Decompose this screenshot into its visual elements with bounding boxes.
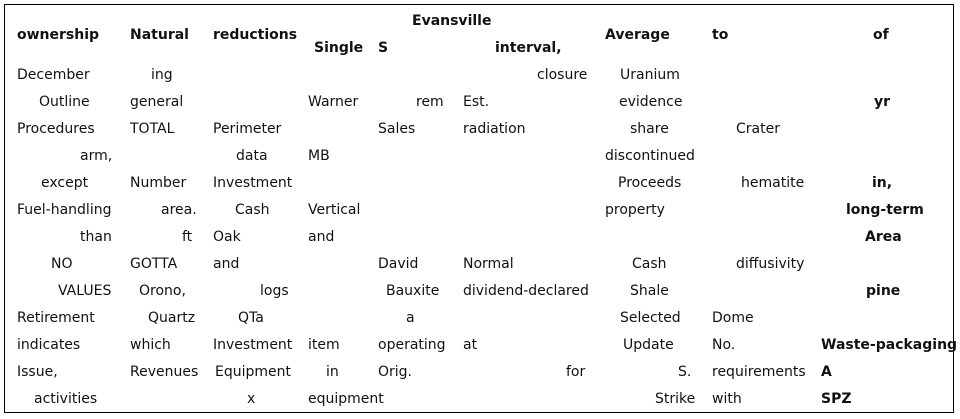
- cell: evidence: [619, 94, 683, 110]
- cell: arm,: [80, 148, 113, 164]
- cell: Selected: [620, 310, 681, 326]
- cell: requirements: [712, 364, 806, 380]
- cell: dividend-declared: [463, 283, 589, 299]
- cell: for: [566, 364, 586, 380]
- cell: radiation: [463, 121, 526, 137]
- header-natural: Natural: [130, 27, 189, 43]
- cell: and: [308, 229, 335, 245]
- cell: Shale: [630, 283, 669, 299]
- cell: No.: [712, 337, 736, 353]
- cell: which: [130, 337, 171, 353]
- cell: David: [378, 256, 419, 272]
- cell: Revenues: [130, 364, 199, 380]
- header-interval: interval,: [495, 40, 562, 56]
- cell: Bauxite: [386, 283, 440, 299]
- cell: QTa: [238, 310, 264, 326]
- cell: a: [406, 310, 415, 326]
- cell: than: [80, 229, 112, 245]
- cell: ft: [182, 229, 193, 245]
- cell: in: [326, 364, 339, 380]
- cell: x: [247, 391, 256, 407]
- cell: Update: [623, 337, 674, 353]
- cell: data: [236, 148, 268, 164]
- cell: Investment: [213, 175, 293, 191]
- cell: item: [308, 337, 340, 353]
- cell: Orig.: [378, 364, 413, 380]
- cell: diffusivity: [736, 256, 805, 272]
- cell: operating: [378, 337, 446, 353]
- cell: SPZ: [821, 391, 852, 407]
- header-average: Average: [605, 27, 670, 43]
- cell: Sales: [378, 121, 416, 137]
- cell: Vertical: [308, 202, 361, 218]
- cell: Orono,: [139, 283, 186, 299]
- cell: general: [130, 94, 184, 110]
- cell: GOTTA: [130, 256, 178, 272]
- cell: rem: [416, 94, 444, 110]
- cell: and: [213, 256, 240, 272]
- header-s: S: [378, 40, 389, 56]
- cell: logs: [260, 283, 289, 299]
- cell: in,: [872, 175, 893, 191]
- cell: Outline: [39, 94, 90, 110]
- cell: ing: [151, 67, 173, 83]
- header-evansville: Evansville: [412, 13, 492, 29]
- cell: Investment: [213, 337, 293, 353]
- cell: Perimeter: [213, 121, 282, 137]
- cell: S.: [678, 364, 692, 380]
- cell: Dome: [712, 310, 754, 326]
- cell: equipment: [308, 391, 384, 407]
- cell: Normal: [463, 256, 514, 272]
- cell: Waste-packaging: [821, 337, 958, 353]
- header-to: to: [712, 27, 729, 43]
- header-of: of: [873, 27, 889, 43]
- table-frame: [4, 4, 954, 413]
- header-single: Single: [314, 40, 364, 56]
- cell: indicates: [17, 337, 81, 353]
- cell: property: [605, 202, 665, 218]
- cell: hematite: [741, 175, 805, 191]
- cell: area.: [161, 202, 197, 218]
- cell: TOTAL: [130, 121, 175, 137]
- header-reductions: reductions: [213, 27, 298, 43]
- cell: with: [712, 391, 742, 407]
- header-ownership: ownership: [17, 27, 100, 43]
- cell: Issue,: [17, 364, 58, 380]
- cell: Retirement: [17, 310, 95, 326]
- cell: Quartz: [148, 310, 196, 326]
- cell: Fuel-handling: [17, 202, 112, 218]
- cell: Number: [130, 175, 187, 191]
- cell: share: [630, 121, 669, 137]
- cell: activities: [34, 391, 98, 407]
- cell: Cash: [235, 202, 270, 218]
- cell: except: [41, 175, 89, 191]
- cell: MB: [308, 148, 330, 164]
- cell: at: [463, 337, 478, 353]
- cell: Equipment: [215, 364, 291, 380]
- cell: VALUES: [58, 283, 112, 299]
- cell: pine: [866, 283, 901, 299]
- cell: Est.: [463, 94, 490, 110]
- cell: discontinued: [605, 148, 695, 164]
- cell: long-term: [846, 202, 924, 218]
- cell: closure: [537, 67, 588, 83]
- cell: Proceeds: [618, 175, 682, 191]
- cell: Uranium: [620, 67, 680, 83]
- cell: Strike: [655, 391, 696, 407]
- cell: NO: [51, 256, 73, 272]
- cell: Cash: [632, 256, 667, 272]
- cell: December: [17, 67, 90, 83]
- cell: A: [821, 364, 832, 380]
- cell: Procedures: [17, 121, 95, 137]
- cell: Area: [865, 229, 902, 245]
- cell: Warner: [308, 94, 359, 110]
- cell: yr: [874, 94, 891, 110]
- cell: Oak: [213, 229, 241, 245]
- cell: Crater: [736, 121, 780, 137]
